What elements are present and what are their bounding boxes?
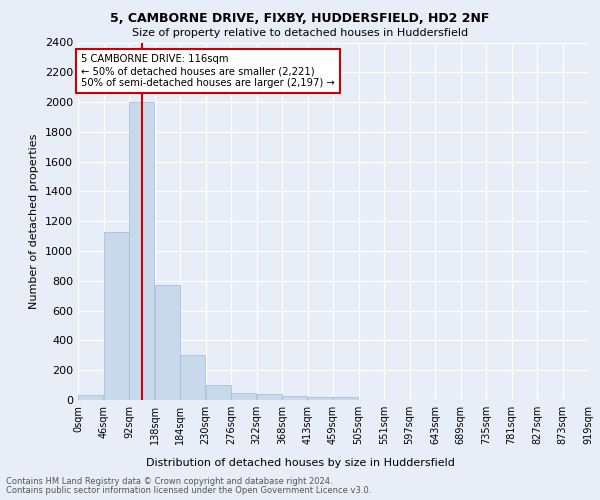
Bar [206,385,231,400]
Bar [129,102,154,400]
Bar [231,394,256,400]
Bar [155,284,180,400]
Text: Contains public sector information licensed under the Open Government Licence v3: Contains public sector information licen… [6,486,371,495]
Text: Size of property relative to detached houses in Huddersfield: Size of property relative to detached ho… [132,28,468,38]
Text: 5 CAMBORNE DRIVE: 116sqm
← 50% of detached houses are smaller (2,221)
50% of sem: 5 CAMBORNE DRIVE: 116sqm ← 50% of detach… [81,54,335,88]
Y-axis label: Number of detached properties: Number of detached properties [29,134,40,309]
Text: 5, CAMBORNE DRIVE, FIXBY, HUDDERSFIELD, HD2 2NF: 5, CAMBORNE DRIVE, FIXBY, HUDDERSFIELD, … [110,12,490,26]
Bar [282,396,307,400]
Bar [78,395,103,400]
Bar [308,397,333,400]
Bar [180,356,205,400]
Bar [333,397,358,400]
Bar [104,232,129,400]
Text: Contains HM Land Registry data © Crown copyright and database right 2024.: Contains HM Land Registry data © Crown c… [6,477,332,486]
Text: Distribution of detached houses by size in Huddersfield: Distribution of detached houses by size … [146,458,454,468]
Bar [257,394,282,400]
